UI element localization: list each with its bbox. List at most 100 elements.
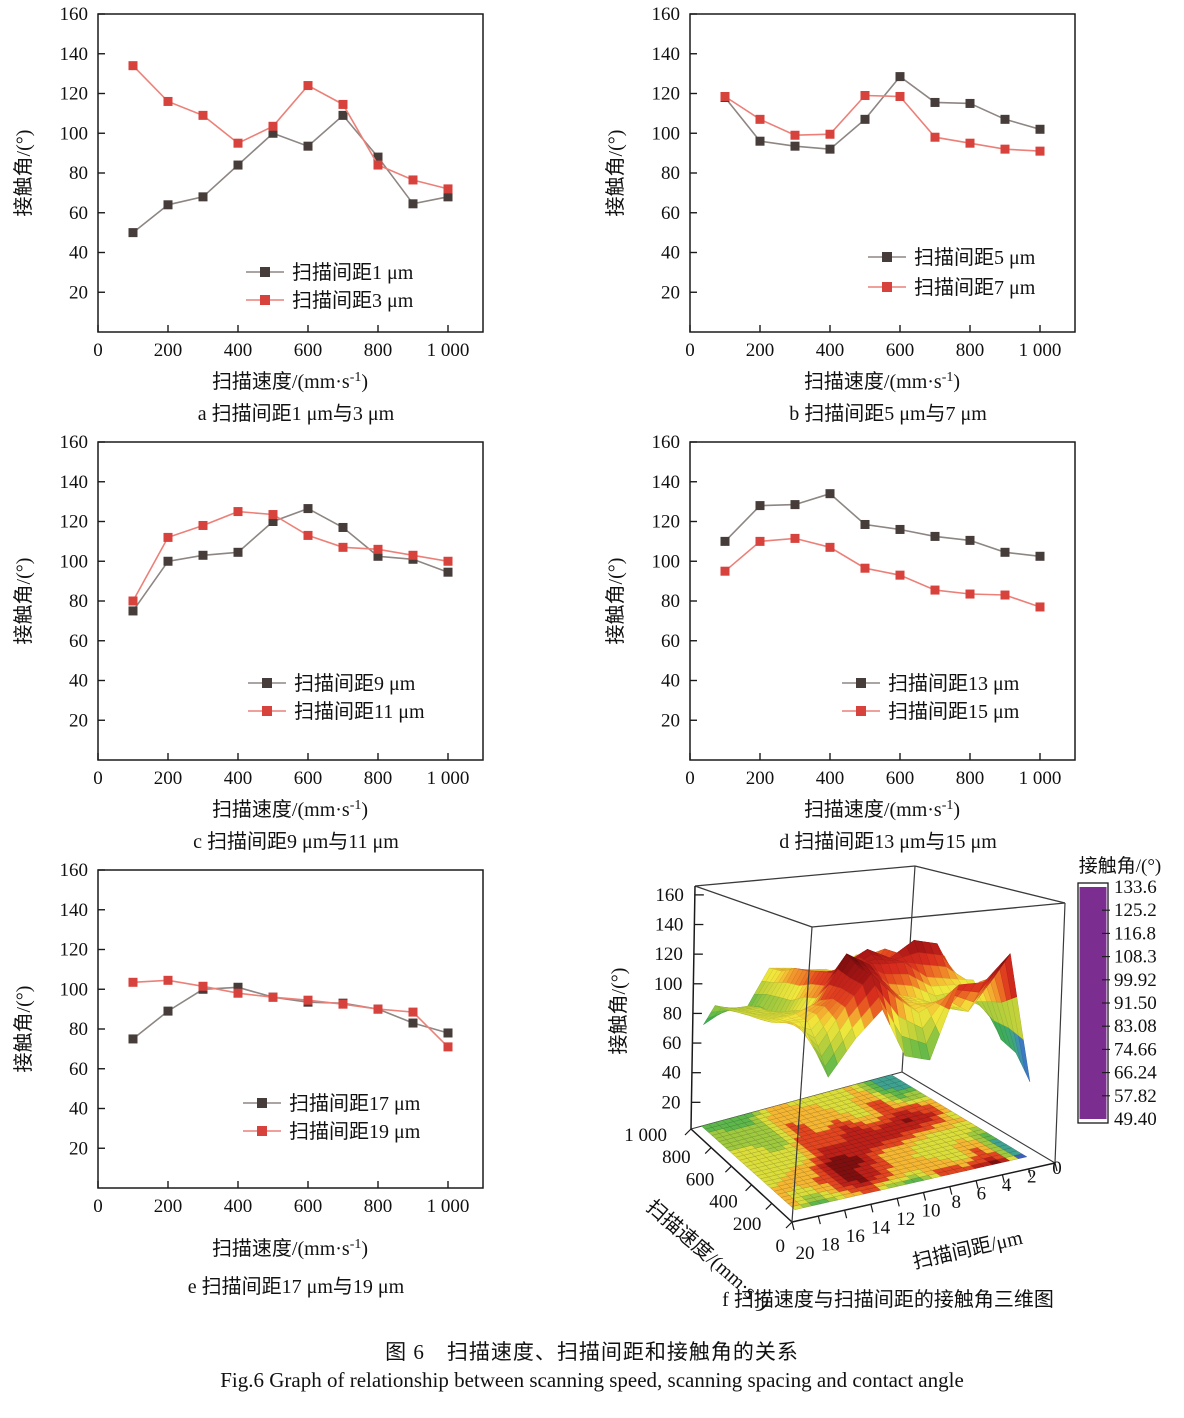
- colorbar-tick-label: 66.24: [1114, 1063, 1157, 1084]
- data-point: [163, 532, 173, 542]
- data-point: [965, 98, 975, 108]
- colorbar-tick-label: 99.92: [1114, 970, 1157, 991]
- spacing-tick-label: 18: [821, 1235, 840, 1256]
- y-tick-label: 140: [652, 44, 681, 65]
- x-tick-label: 200: [154, 1196, 183, 1217]
- spacing-tick-label: 20: [796, 1243, 815, 1264]
- data-point: [790, 130, 800, 140]
- data-point: [825, 489, 835, 499]
- y-tick-label: 100: [60, 551, 89, 572]
- data-point: [373, 1004, 383, 1014]
- x-tick-label: 0: [93, 340, 103, 361]
- data-point: [443, 192, 453, 202]
- data-point: [860, 90, 870, 100]
- y-tick-label: 60: [69, 631, 88, 652]
- data-point: [303, 530, 313, 540]
- z-tick-label: 120: [654, 944, 683, 965]
- x-tick-label: 0: [93, 768, 103, 789]
- x-tick-label: 1 000: [1019, 340, 1062, 361]
- data-point: [373, 551, 383, 561]
- x-tick-label: 0: [93, 1196, 103, 1217]
- data-point: [720, 91, 730, 101]
- y-tick-label: 20: [661, 710, 680, 731]
- x-tick-label: 1 000: [427, 768, 470, 789]
- data-point: [965, 138, 975, 148]
- data-point: [303, 81, 313, 91]
- data-point: [268, 510, 278, 520]
- y-tick-label: 160: [652, 432, 681, 453]
- data-point: [443, 556, 453, 566]
- x-tick-label: 1 000: [427, 1196, 470, 1217]
- axes: 0 200 400 600 800 1 000 20 40 60 80 100 120 140 160 扫描…: [604, 432, 1076, 821]
- data-point: [233, 160, 243, 170]
- colorbar-tick-label: 108.3: [1114, 947, 1157, 968]
- panel-caption: c 扫描间距9 μm与11 μm: [193, 830, 399, 853]
- data-point: [965, 589, 975, 599]
- x-tick-label: 0: [685, 768, 695, 789]
- x-tick-label: 200: [154, 768, 183, 789]
- data-point: [895, 570, 905, 580]
- data-point: [1000, 114, 1010, 124]
- data-point: [268, 121, 278, 131]
- y-tick-label: 60: [661, 203, 680, 224]
- legend-label: 扫描间距7 μm: [914, 276, 1036, 299]
- panel-caption: f 扫描速度与扫描间距的接触角三维图: [722, 1288, 1054, 1311]
- y-tick-label: 160: [652, 4, 681, 25]
- axes: 0 200 400 600 800 1 000 20 40 60 80 100 120 140 160 扫描…: [12, 432, 484, 821]
- x-tick-label: 400: [224, 768, 253, 789]
- y-tick-label: 20: [69, 710, 88, 731]
- y-tick-label: 120: [60, 512, 89, 533]
- y-tick-label: 80: [69, 591, 88, 612]
- data-point: [338, 99, 348, 109]
- data-point: [443, 567, 453, 577]
- data-point: [443, 1028, 453, 1038]
- z-tick-label: 20: [661, 1092, 680, 1113]
- chart-a: 0 200 400 600 800 1 000 20 40 60 80 100 120 140 160 扫描…: [12, 4, 484, 425]
- chart-f: 20406080100120140160接触角/(°)0200400600800…: [607, 855, 1161, 1315]
- data-point: [128, 61, 138, 71]
- data-point: [860, 563, 870, 573]
- data-point: [895, 91, 905, 101]
- data-point: [965, 535, 975, 545]
- data-point: [720, 566, 730, 576]
- data-point: [128, 228, 138, 238]
- spacing-tick-label: 14: [871, 1218, 891, 1239]
- colorbar-tick-label: 116.8: [1114, 923, 1156, 944]
- y-axis-label: 接触角/(°): [12, 130, 35, 217]
- floor-contour: [701, 1074, 1028, 1211]
- y-tick-label: 120: [60, 940, 89, 961]
- spacing-tick-label: 12: [896, 1209, 915, 1230]
- panel-a: 0 200 400 600 800 1 000 20 40 60 80 100 120 140 160 扫描…: [0, 0, 592, 428]
- x-tick-label: 800: [364, 1196, 393, 1217]
- panel-caption: e 扫描间距17 μm与19 μm: [188, 1275, 405, 1298]
- data-point: [233, 982, 243, 992]
- data-point: [338, 542, 348, 552]
- series-0: [128, 982, 453, 1044]
- data-point: [163, 1006, 173, 1016]
- axes: 0 200 400 600 800 1 000 20 40 60 80 100 120 140 160 扫描…: [12, 860, 484, 1260]
- data-point: [303, 995, 313, 1005]
- legend: 扫描间距9 μm 扫描间距11 μm: [248, 672, 425, 723]
- data-point: [930, 531, 940, 541]
- y-tick-label: 60: [661, 631, 680, 652]
- legend: 扫描间距1 μm 扫描间距3 μm: [246, 261, 414, 312]
- x-axis-label: 扫描速度/(mm·s-1): [212, 1237, 368, 1260]
- panel-e: 0 200 400 600 800 1 000 20 40 60 80 100 120 140 160 扫描…: [0, 856, 592, 1318]
- axes: 0 200 400 600 800 1 000 20 40 60 80 100 120 140 160 扫描…: [604, 4, 1076, 393]
- data-point: [825, 129, 835, 139]
- y-tick-label: 140: [60, 900, 89, 921]
- data-point: [128, 1034, 138, 1044]
- data-point: [895, 524, 905, 534]
- x-tick-label: 600: [886, 768, 915, 789]
- y-tick-label: 40: [69, 243, 88, 264]
- x-tick-label: 400: [224, 1196, 253, 1217]
- x-tick-label: 800: [956, 340, 985, 361]
- z-axis-label: 接触角/(°): [607, 968, 630, 1055]
- y-axis-label: 接触角/(°): [604, 130, 627, 217]
- data-point: [303, 141, 313, 151]
- series-0: [128, 110, 453, 238]
- data-point: [408, 199, 418, 209]
- x-tick-label: 800: [364, 340, 393, 361]
- legend-label: 扫描间距13 μm: [888, 672, 1020, 695]
- x-tick-label: 200: [746, 768, 775, 789]
